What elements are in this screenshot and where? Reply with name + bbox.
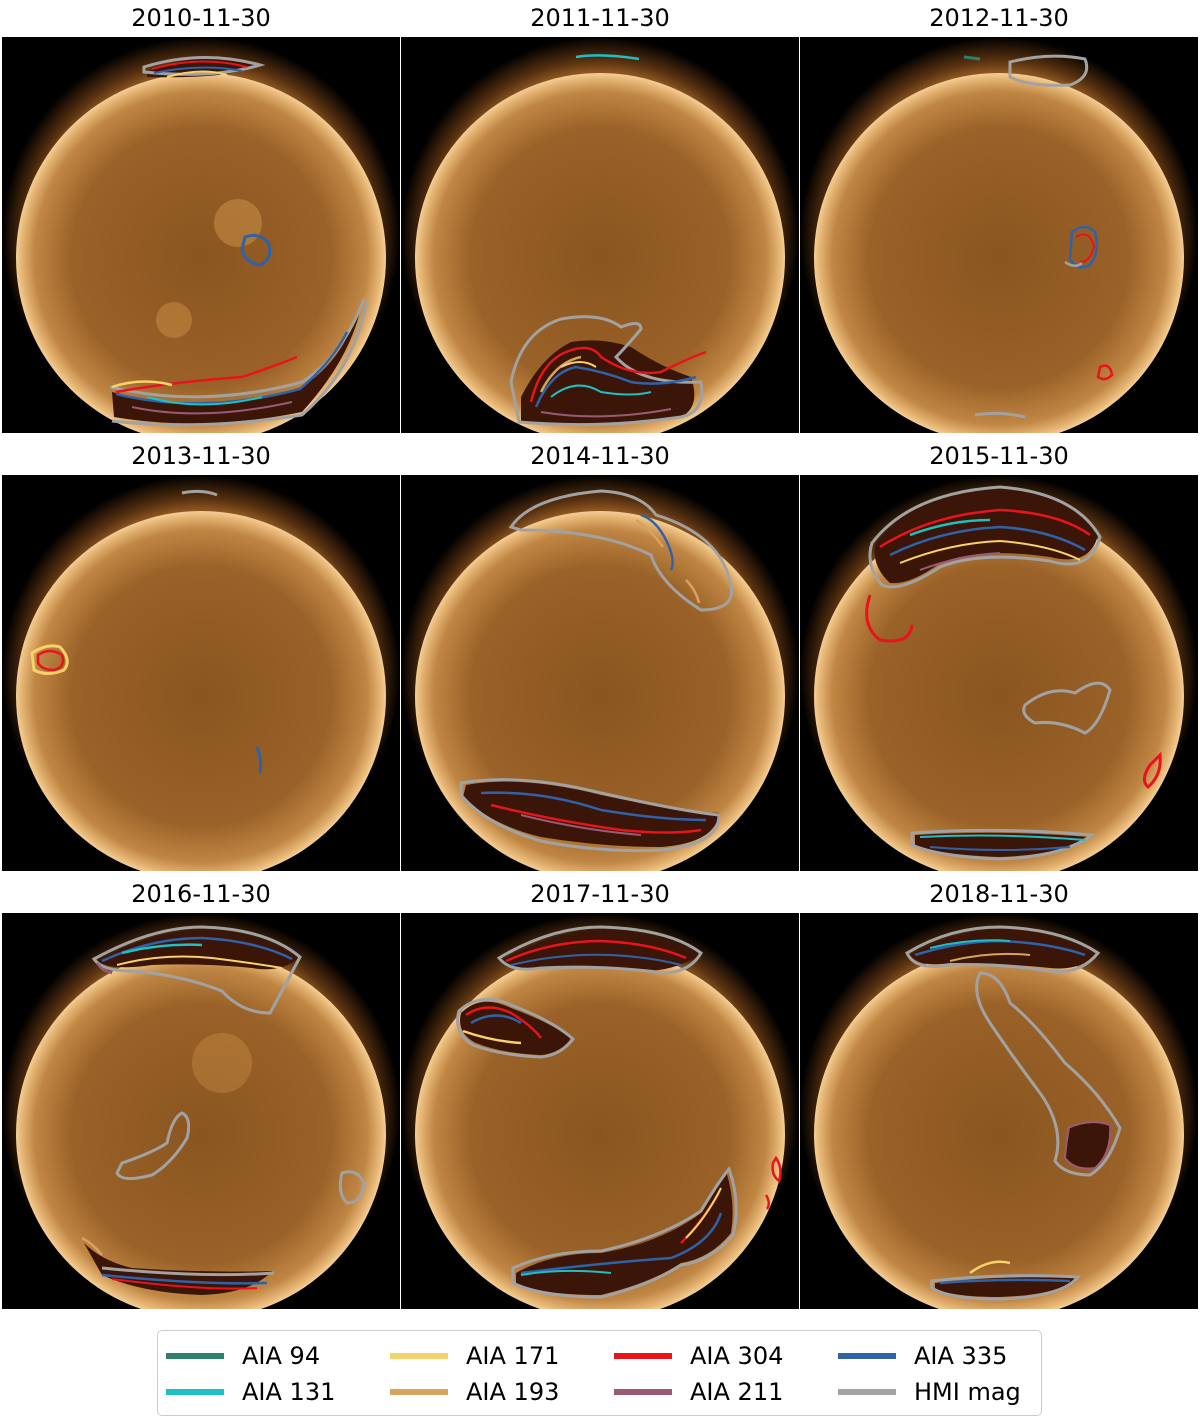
panel-title-2010: 2010-11-30 (131, 4, 271, 32)
legend: AIA 94 AIA 131 AIA 171 AIA 193 AIA 304 A… (157, 1330, 1042, 1416)
sun-image-2015 (800, 475, 1198, 871)
sun-panel-2018 (800, 913, 1198, 1309)
legend-label-aia-171: AIA 171 (466, 1342, 560, 1370)
sun-image-2017 (401, 913, 799, 1309)
sun-image-2013 (2, 475, 400, 871)
sun-image-2018 (800, 913, 1198, 1309)
sun-panel-2015 (800, 475, 1198, 871)
sun-panel-2017 (401, 913, 799, 1309)
legend-item-aia-304: AIA 304 (614, 1341, 783, 1371)
panel-title-2011: 2011-11-30 (530, 4, 670, 32)
legend-label-aia-211: AIA 211 (690, 1378, 784, 1406)
legend-swatch-aia-94 (166, 1353, 224, 1359)
legend-item-aia-94: AIA 94 (166, 1341, 320, 1371)
sun-image-2014 (401, 475, 799, 871)
legend-label-hmi-mag: HMI mag (914, 1378, 1021, 1406)
sun-panel-2016 (2, 913, 400, 1309)
panel-title-2014: 2014-11-30 (530, 442, 670, 470)
sun-panel-2012 (800, 37, 1198, 433)
sun-panel-2014 (401, 475, 799, 871)
sun-image-2010 (2, 37, 400, 433)
sun-panel-2013 (2, 475, 400, 871)
sun-panel-2011 (401, 37, 799, 433)
panel-title-2018: 2018-11-30 (929, 880, 1069, 908)
panel-title-2015: 2015-11-30 (929, 442, 1069, 470)
legend-swatch-aia-335 (838, 1353, 896, 1359)
legend-item-aia-211: AIA 211 (614, 1377, 783, 1407)
panel-title-2017: 2017-11-30 (530, 880, 670, 908)
legend-swatch-aia-131 (166, 1389, 224, 1395)
sun-panel-2010 (2, 37, 400, 433)
panel-title-2012: 2012-11-30 (929, 4, 1069, 32)
sun-image-2011 (401, 37, 799, 433)
legend-label-aia-94: AIA 94 (242, 1342, 321, 1370)
legend-item-aia-193: AIA 193 (390, 1377, 559, 1407)
panel-title-2013: 2013-11-30 (131, 442, 271, 470)
panel-title-2016: 2016-11-30 (131, 880, 271, 908)
legend-item-aia-335: AIA 335 (838, 1341, 1007, 1371)
legend-swatch-aia-211 (614, 1389, 672, 1395)
legend-label-aia-335: AIA 335 (914, 1342, 1008, 1370)
legend-label-aia-193: AIA 193 (466, 1378, 560, 1406)
legend-swatch-aia-171 (390, 1353, 448, 1359)
legend-swatch-hmi-mag (838, 1389, 896, 1395)
legend-item-hmi-mag: HMI mag (838, 1377, 1021, 1407)
sun-image-2012 (800, 37, 1198, 433)
legend-label-aia-131: AIA 131 (242, 1378, 336, 1406)
legend-swatch-aia-193 (390, 1389, 448, 1395)
legend-label-aia-304: AIA 304 (690, 1342, 784, 1370)
legend-item-aia-171: AIA 171 (390, 1341, 559, 1371)
legend-swatch-aia-304 (614, 1353, 672, 1359)
legend-item-aia-131: AIA 131 (166, 1377, 335, 1407)
sun-image-2016 (2, 913, 400, 1309)
